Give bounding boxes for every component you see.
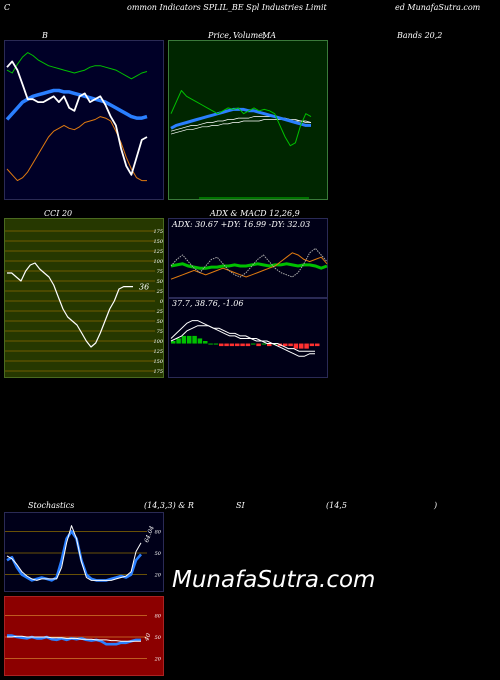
cci-tick-label: 150	[153, 239, 163, 245]
rsi-tick-label: 20	[154, 657, 162, 663]
stoch-tick-label: 20	[154, 573, 162, 579]
cci-title: CCI 20	[44, 209, 73, 218]
macd-histogram-bar	[240, 343, 245, 347]
bb-title: B	[42, 31, 48, 40]
stoch-params: (14,3,3) & R	[144, 501, 194, 510]
macd-histogram-bar	[229, 343, 235, 347]
rsi-tick-label: 80	[155, 613, 162, 619]
cci-chart: 175 150 125 100 75 50 25 0 25 50 75 100 125 150 175 36	[5, 229, 164, 375]
cci-tick-label: 0	[160, 299, 164, 305]
cci-tick-label: 125	[153, 249, 163, 255]
stoch-line-%D	[6, 525, 142, 581]
rsi-line-rsi-ma	[7, 635, 141, 642]
rsi-tick-label: 50	[155, 635, 162, 641]
rsi-panel: 80 50 20 40	[4, 596, 164, 676]
macd-histogram-bar	[224, 343, 229, 347]
macd-histogram-bar	[235, 343, 240, 347]
bb-line-price	[6, 60, 148, 176]
rsi-value-label: 40	[143, 632, 153, 643]
macd-histogram-bar	[283, 343, 288, 347]
macd-histogram-bar	[245, 343, 251, 347]
price-title-b: Volume,	[233, 31, 266, 40]
watermark: MunafaSutra.com	[172, 567, 376, 593]
cci-tick-label: 75	[157, 329, 163, 335]
price-title-a: Price,	[208, 31, 232, 40]
rsi-params-close: )	[434, 501, 438, 510]
macd-histogram-bar	[208, 343, 213, 345]
header-left: C	[4, 3, 11, 12]
rsi-title: SI	[236, 501, 245, 510]
price-title-c: MA	[262, 31, 276, 40]
cci-panel: 175 150 125 100 75 50 25 0 25 50 75 100 125 150 175 36	[4, 218, 164, 378]
cci-tick-label: 50	[157, 279, 164, 285]
cci-line	[7, 262, 133, 348]
macd-histogram-bar	[256, 343, 261, 347]
macd-histogram-bar	[309, 343, 315, 347]
price-line-ma-1	[170, 107, 311, 130]
cci-tick-label: 25	[156, 289, 163, 295]
adx-line-plus-di	[170, 252, 328, 280]
macd-histogram-bar	[261, 343, 267, 345]
stoch-tick-label: 80	[155, 529, 162, 535]
macd-annotation: 37.7, 38.76, -1.06	[172, 299, 244, 308]
cci-value-label: 36	[139, 283, 149, 292]
macd-histogram-bar	[293, 343, 299, 349]
adx-panel	[168, 218, 328, 298]
price-chart	[170, 90, 312, 199]
bb-chart	[5, 52, 148, 182]
adx-chart	[170, 247, 328, 280]
macd-histogram-bar	[288, 343, 293, 347]
macd-histogram-bar	[315, 343, 320, 347]
cci-tick-label: 100	[153, 259, 163, 265]
macd-line-macd	[170, 320, 315, 357]
macd-histogram-bar	[251, 343, 256, 345]
adx-macd-title: ADX & MACD 12,26,9	[210, 209, 300, 218]
stoch-title: Stochastics	[28, 501, 75, 510]
cci-tick-label: 175	[153, 369, 163, 375]
header-title: ommon Indicators SPLIL_BE Spl Industries…	[127, 3, 327, 12]
macd-histogram-bar	[213, 343, 219, 345]
bands-title: Bands 20,2	[397, 31, 443, 40]
stoch-line-%K	[6, 530, 142, 582]
cci-tick-label: 125	[153, 349, 163, 355]
macd-histogram-bar	[219, 343, 224, 347]
macd-histogram-bar	[197, 338, 203, 344]
cci-tick-label: 25	[156, 309, 163, 315]
macd-histogram-bar	[203, 341, 208, 344]
macd-panel	[168, 298, 328, 378]
macd-histogram-bar	[267, 343, 272, 347]
bb-line-lower	[6, 116, 147, 182]
adx-annotation: ADX: 30.67 +DY: 16.99 -DY: 32.03	[172, 220, 311, 229]
cci-tick-label: 75	[157, 269, 163, 275]
bb-line-upper	[6, 52, 148, 80]
cci-tick-label: 150	[153, 359, 163, 365]
cci-tick-label: 50	[157, 319, 164, 325]
cci-tick-label: 100	[153, 339, 163, 345]
stoch-panel: 80 50 20 64.04	[4, 512, 164, 592]
price-line-ma-2	[170, 116, 312, 132]
macd-histogram-bar	[176, 338, 181, 344]
cci-tick-label: 175	[153, 229, 163, 235]
macd-histogram-bar	[181, 335, 187, 344]
macd-chart	[170, 320, 320, 357]
adx-line-adx	[170, 262, 328, 270]
rsi-chart: 80 50 20 40	[5, 613, 162, 663]
stoch-tick-label: 50	[155, 551, 162, 557]
macd-histogram-bar	[171, 341, 176, 344]
bb-line-middle	[5, 88, 148, 121]
price-panel	[168, 40, 328, 200]
macd-histogram-bar	[304, 343, 309, 349]
adx-line-minus-di	[170, 247, 328, 278]
macd-histogram-bar	[299, 343, 304, 349]
price-line-price	[170, 90, 312, 147]
macd-histogram-bar	[192, 335, 197, 344]
bb-panel	[4, 40, 164, 200]
header-right: ed MunafaSutra.com	[395, 3, 481, 12]
macd-histogram-bar	[187, 335, 192, 344]
rsi-params: (14,5	[326, 501, 347, 510]
macd-line-signal	[170, 325, 315, 352]
